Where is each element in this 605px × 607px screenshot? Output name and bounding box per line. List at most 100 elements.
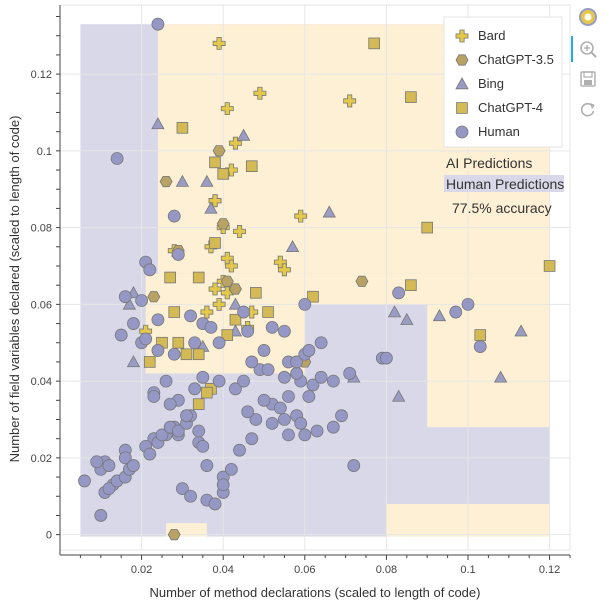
human-point: [102, 482, 116, 495]
bing-point: [200, 174, 214, 187]
human-point: [229, 382, 242, 396]
ai-region-right-strip: [304, 273, 550, 305]
human-point: [114, 328, 128, 342]
human-point: [171, 248, 185, 261]
chatgpt-4-point: [201, 386, 213, 399]
chatgpt-3-5-point: [167, 529, 181, 541]
chatgpt-4-point: [192, 271, 205, 284]
chatgpt-4-point: [164, 271, 176, 284]
human-point: [233, 443, 246, 457]
bing-point: [122, 297, 137, 310]
human-point: [473, 340, 487, 353]
ai-region-right-lower: [427, 304, 550, 428]
y-axis-title: Number of field variables declared (scal…: [7, 116, 22, 463]
human-point: [118, 290, 132, 304]
series-chatgpt-3-5: [147, 145, 369, 541]
bard-point: [253, 86, 267, 100]
chatgpt-4-point: [245, 160, 258, 172]
series-bing: [122, 117, 528, 402]
human-point: [155, 428, 169, 442]
region-annotations: AI Predictions Human Predictions 77.5% a…: [444, 154, 564, 216]
human-point: [196, 370, 210, 384]
human-point: [310, 424, 324, 438]
human-point: [257, 344, 271, 357]
legend-label-bing: Bing: [478, 76, 504, 91]
y-tick-label: 0.04: [31, 376, 52, 388]
human-point: [261, 363, 275, 377]
bard-point: [278, 263, 291, 277]
human-point: [184, 309, 197, 323]
chatgpt-3-5-point: [212, 145, 226, 157]
save-icon[interactable]: [577, 68, 599, 90]
bing-point: [387, 305, 402, 318]
human-point: [212, 374, 226, 388]
human-point: [78, 474, 91, 488]
human-point: [302, 344, 316, 357]
human-point: [143, 263, 157, 277]
human-point: [298, 297, 312, 311]
human-point: [290, 355, 304, 369]
chart-toolbar: [571, 4, 602, 124]
chatgpt-4-point: [172, 336, 185, 349]
legend-label-chatgpt-3-5: ChatGPT-3.5: [478, 52, 554, 67]
human-point: [135, 294, 149, 307]
human-point: [90, 455, 104, 469]
human-point: [241, 324, 255, 338]
bing-point: [391, 389, 406, 402]
chatgpt-3-5-point: [355, 275, 369, 287]
x-tick-label: 0.12: [539, 564, 560, 576]
ai-label-bg: [444, 154, 534, 171]
legend-marker-human: [455, 125, 469, 139]
human-point: [257, 393, 271, 407]
human-point: [127, 317, 140, 330]
x-axis-title: Number of method declarations (scaled to…: [150, 585, 481, 600]
human-point: [200, 459, 214, 472]
human-point: [326, 420, 340, 434]
ai-predictions-label: AI Predictions: [446, 155, 532, 171]
reset-icon[interactable]: [577, 98, 599, 120]
human-point: [461, 297, 475, 311]
human-point: [298, 428, 312, 442]
chatgpt-4-point: [421, 221, 433, 234]
human-point: [151, 17, 165, 31]
human-point: [326, 374, 340, 388]
human-point: [302, 390, 316, 403]
bard-point: [208, 194, 222, 208]
legend-marker-bing: [455, 77, 469, 90]
human-point: [94, 509, 108, 522]
axes: 0.02 0.04 0.06 0.08 0.1 0.12 0 0.02 0.04 0.06 0.08…: [31, 5, 571, 576]
human-point: [188, 336, 202, 350]
bing-point: [285, 239, 300, 252]
human-point: [204, 320, 218, 334]
legend-label-human: Human: [478, 124, 520, 139]
y-tick-label: 0.1: [37, 146, 52, 158]
series-chatgpt-4: [143, 37, 556, 410]
chatgpt-4-point: [543, 260, 556, 272]
human-point: [151, 313, 165, 327]
chatgpt-4-point: [221, 329, 234, 341]
human-point: [237, 305, 251, 319]
bing-point: [204, 201, 218, 214]
human-point: [249, 413, 263, 426]
human-point: [167, 347, 181, 361]
chatgpt-3-5-point: [216, 218, 230, 230]
bard-point: [212, 36, 226, 50]
bing-point: [493, 370, 508, 383]
human-point: [245, 432, 259, 446]
chatgpt-4-point: [368, 37, 380, 50]
human-point: [102, 459, 116, 472]
accuracy-label: 77.5% accuracy: [452, 200, 552, 216]
human-point: [282, 428, 295, 442]
human-point: [343, 367, 357, 380]
human-point: [265, 320, 279, 334]
bard-point: [224, 163, 238, 177]
wheel-zoom-icon[interactable]: [577, 38, 599, 60]
human-point: [151, 344, 165, 357]
human-point: [306, 378, 320, 392]
y-tick-label: 0.02: [31, 453, 52, 465]
chatgpt-4-point: [192, 398, 205, 410]
human-point: [143, 447, 157, 461]
bard-point: [220, 102, 234, 116]
y-tick-label: 0.06: [31, 299, 52, 311]
